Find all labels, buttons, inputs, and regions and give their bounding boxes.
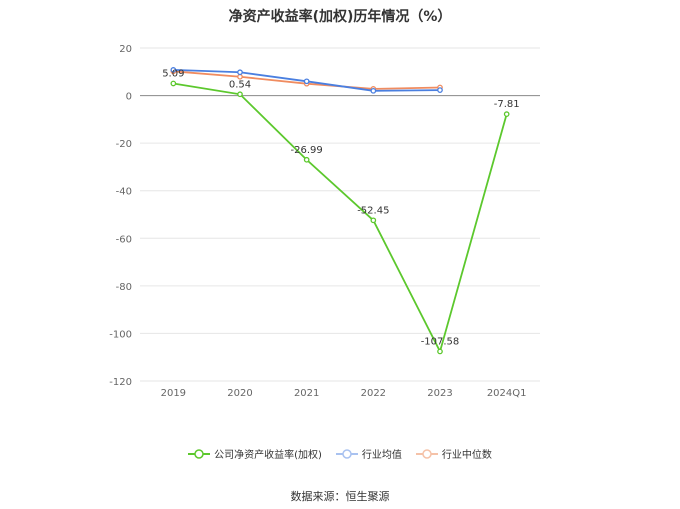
x-tick-label: 2024Q1 <box>487 388 527 399</box>
legend-marker-industry-median <box>415 448 438 459</box>
data-point <box>370 87 377 94</box>
y-tick-label: -120 <box>109 377 132 388</box>
x-tick-label: 2023 <box>427 388 452 399</box>
data-point <box>370 217 377 224</box>
x-tick-label: 2019 <box>161 388 186 399</box>
data-point <box>437 87 443 93</box>
y-tick-label: 0 <box>126 92 132 103</box>
x-tick-label: 2021 <box>294 388 319 399</box>
data-point <box>437 348 443 355</box>
legend: 公司净资产收益率(加权) 行业均值 行业中位数 <box>0 446 680 461</box>
data-label: -26.99 <box>291 145 323 156</box>
data-label: -52.45 <box>357 205 389 216</box>
data-label: 0.54 <box>229 79 251 90</box>
data-point <box>503 111 510 117</box>
y-tick-label: -100 <box>109 329 132 340</box>
y-tick-label: -60 <box>116 234 132 245</box>
chart-title: 净资产收益率(加权)历年情况（%） <box>228 9 452 25</box>
legend-marker-company-roe <box>188 448 211 459</box>
data-label: -7.81 <box>494 99 520 110</box>
y-tick-label: -40 <box>116 187 132 198</box>
data-source: 数据来源：恒生聚源 <box>290 490 390 503</box>
y-tick-label: -20 <box>116 139 132 150</box>
data-point <box>303 156 310 163</box>
data-point <box>303 78 310 85</box>
x-tick-label: 2022 <box>361 388 386 399</box>
line-chart: 20 0 -20 -40 -60 -80 -100 -120 2019 2020 2021 2022 2… <box>109 44 540 399</box>
data-point <box>237 91 243 98</box>
y-tick-label: 20 <box>119 44 132 55</box>
x-tick-label: 2020 <box>227 388 252 399</box>
y-tick-label: -80 <box>116 282 132 293</box>
data-point <box>170 67 177 73</box>
legend-item-industry-mean[interactable]: 行业均值 <box>335 446 402 461</box>
legend-label-industry-mean: 行业均值 <box>361 450 402 461</box>
legend-item-company-roe[interactable]: 公司净资产收益率(加权) <box>188 446 322 461</box>
legend-item-industry-median[interactable]: 行业中位数 <box>415 446 492 461</box>
data-point <box>237 69 243 76</box>
data-point <box>170 80 177 87</box>
series-line <box>173 82 508 354</box>
legend-marker-industry-mean <box>335 448 358 459</box>
legend-label-company-roe: 公司净资产收益率(加权) <box>214 450 322 461</box>
data-label: -107.58 <box>421 336 460 347</box>
legend-label-industry-median: 行业中位数 <box>441 450 492 461</box>
data-label: 5.09 <box>162 68 184 79</box>
